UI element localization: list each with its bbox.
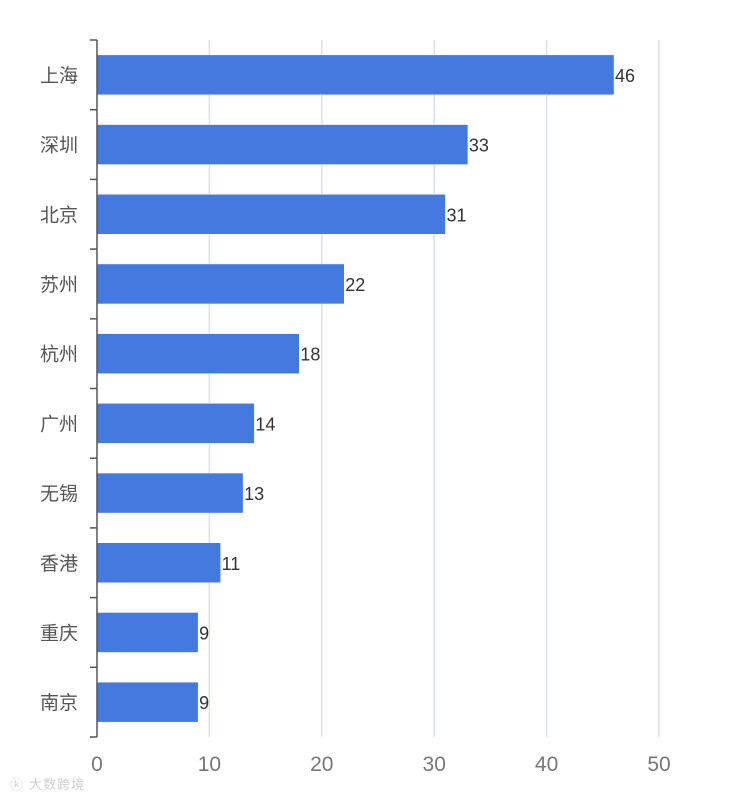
data-label: 33	[469, 136, 489, 156]
bar	[96, 263, 345, 305]
category-label: 杭州	[40, 344, 78, 366]
x-tick-label: 30	[423, 753, 446, 776]
bar	[96, 54, 615, 96]
data-label: 9	[199, 623, 209, 643]
data-label: 13	[244, 484, 264, 504]
bar	[96, 333, 300, 374]
data-label: 22	[345, 275, 365, 295]
axis-layer	[90, 39, 98, 738]
data-label: 31	[446, 205, 466, 225]
x-tick-label: 0	[91, 753, 103, 776]
data-label: 11	[222, 554, 241, 574]
category-label: 苏州	[40, 274, 78, 296]
category-label: 香港	[40, 553, 78, 575]
x-tick-label: 10	[198, 753, 221, 776]
category-label: 北京	[40, 204, 78, 226]
bar	[96, 124, 469, 165]
category-label: 重庆	[40, 622, 78, 644]
bar	[96, 612, 199, 653]
x-tick-label: 50	[647, 753, 670, 776]
data-label: 46	[615, 66, 635, 86]
data-label: 14	[255, 414, 275, 434]
label-layer: 0 10 20 30 40 50 上海 46 深圳 33 北京 31 苏州 22 杭州 18 广州 14 无锡 13 香…	[40, 65, 671, 776]
bar	[96, 681, 199, 723]
watermark-text: 大数跨境	[29, 778, 86, 793]
category-label: 南京	[40, 692, 78, 714]
bar	[96, 194, 446, 235]
category-label: 无锡	[40, 483, 78, 505]
data-label: 18	[300, 345, 320, 365]
x-tick-label: 20	[310, 753, 333, 776]
category-label: 广州	[40, 413, 78, 435]
data-label: 9	[199, 693, 209, 713]
bar	[96, 472, 244, 514]
bar	[96, 542, 221, 583]
x-tick-label: 40	[535, 753, 558, 776]
watermark-logo-icon: ⓚ	[10, 778, 25, 793]
bar	[96, 403, 255, 444]
watermark: ⓚ 大数跨境	[10, 774, 85, 793]
category-label: 上海	[40, 65, 78, 87]
bar-layer	[96, 54, 615, 723]
category-label: 深圳	[40, 135, 78, 157]
